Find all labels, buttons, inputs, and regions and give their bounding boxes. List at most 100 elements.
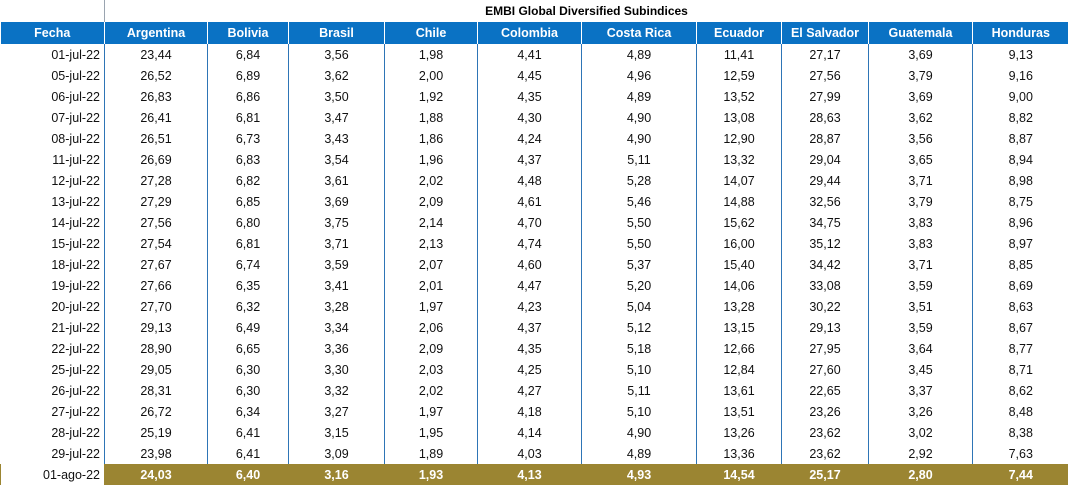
value-cell: 29,44 bbox=[781, 170, 869, 191]
table-row: 13-jul-22 27,29 6,85 3,69 2,09 4,61 5,46 14,88 3… bbox=[1, 191, 1068, 212]
value-cell: 4,93 bbox=[581, 464, 697, 485]
value-cell: 3,56 bbox=[288, 44, 385, 65]
value-cell: 6,73 bbox=[207, 128, 289, 149]
value-cell: 1,95 bbox=[384, 422, 478, 443]
value-cell: 35,12 bbox=[781, 233, 869, 254]
value-cell: 3,36 bbox=[288, 338, 385, 359]
value-cell: 4,47 bbox=[477, 275, 582, 296]
date-cell: 21-jul-22 bbox=[51, 320, 100, 335]
table-row: 08-jul-22 26,51 6,73 3,43 1,86 4,24 4,90 12,90 2… bbox=[1, 128, 1068, 149]
value-cell: 27,29 bbox=[104, 191, 208, 212]
value-cell: 5,50 bbox=[581, 212, 697, 233]
value-cell: 5,37 bbox=[581, 254, 697, 275]
column-header-honduras: Honduras bbox=[972, 22, 1068, 44]
value-cell: 3,75 bbox=[288, 212, 385, 233]
value-cell: 2,80 bbox=[868, 464, 973, 485]
table-row: 29-jul-22 23,98 6,41 3,09 1,89 4,03 4,89 13,36 2… bbox=[1, 443, 1068, 464]
value-cell: 33,08 bbox=[781, 275, 869, 296]
value-cell: 4,89 bbox=[581, 44, 697, 65]
column-header-ecuador: Ecuador bbox=[696, 22, 782, 44]
value-cell: 1,88 bbox=[384, 107, 478, 128]
column-header-chile: Chile bbox=[384, 22, 478, 44]
column-header-guatemala: Guatemala bbox=[868, 22, 973, 44]
value-cell: 6,81 bbox=[207, 233, 289, 254]
value-cell: 4,27 bbox=[477, 380, 582, 401]
column-header-costa-rica: Costa Rica bbox=[581, 22, 697, 44]
value-cell: 3,34 bbox=[288, 317, 385, 338]
value-cell: 32,56 bbox=[781, 191, 869, 212]
value-cell: 1,97 bbox=[384, 296, 478, 317]
value-cell: 5,10 bbox=[581, 401, 697, 422]
value-cell: 5,28 bbox=[581, 170, 697, 191]
value-cell: 4,89 bbox=[581, 443, 697, 464]
value-cell: 3,16 bbox=[288, 464, 385, 485]
value-cell: 27,67 bbox=[104, 254, 208, 275]
value-cell: 7,44 bbox=[972, 464, 1068, 485]
value-cell: 6,81 bbox=[207, 107, 289, 128]
value-cell: 4,61 bbox=[477, 191, 582, 212]
value-cell: 3,69 bbox=[288, 191, 385, 212]
date-cell: 25-jul-22 bbox=[51, 362, 100, 377]
value-cell: 13,52 bbox=[696, 86, 782, 107]
value-cell: 2,06 bbox=[384, 317, 478, 338]
value-cell: 1,93 bbox=[384, 464, 478, 485]
value-cell: 4,30 bbox=[477, 107, 582, 128]
value-cell: 3,45 bbox=[868, 359, 973, 380]
value-cell: 8,77 bbox=[972, 338, 1068, 359]
date-cell: 07-jul-22 bbox=[51, 110, 100, 125]
value-cell: 2,92 bbox=[868, 443, 973, 464]
value-cell: 2,03 bbox=[384, 359, 478, 380]
table-row: 11-jul-22 26,69 6,83 3,54 1,96 4,37 5,11 13,32 2… bbox=[1, 149, 1068, 170]
column-header-brasil: Brasil bbox=[288, 22, 385, 44]
value-cell: 28,63 bbox=[781, 107, 869, 128]
value-cell: 23,98 bbox=[104, 443, 208, 464]
value-cell: 29,13 bbox=[104, 317, 208, 338]
value-cell: 8,69 bbox=[972, 275, 1068, 296]
value-cell: 6,49 bbox=[207, 317, 289, 338]
value-cell: 6,83 bbox=[207, 149, 289, 170]
value-cell: 14,06 bbox=[696, 275, 782, 296]
value-cell: 3,64 bbox=[868, 338, 973, 359]
value-cell: 5,10 bbox=[581, 359, 697, 380]
value-cell: 4,37 bbox=[477, 149, 582, 170]
value-cell: 3,69 bbox=[868, 86, 973, 107]
value-cell: 5,11 bbox=[581, 380, 697, 401]
value-cell: 6,30 bbox=[207, 359, 289, 380]
table-row: 26-jul-22 28,31 6,30 3,32 2,02 4,27 5,11 13,61 2… bbox=[1, 380, 1068, 401]
value-cell: 4,35 bbox=[477, 86, 582, 107]
value-cell: 9,00 bbox=[972, 86, 1068, 107]
value-cell: 12,90 bbox=[696, 128, 782, 149]
date-cell: 01-jul-22 bbox=[51, 47, 100, 62]
value-cell: 6,89 bbox=[207, 65, 289, 86]
value-cell: 6,41 bbox=[207, 443, 289, 464]
value-cell: 12,59 bbox=[696, 65, 782, 86]
value-cell: 4,25 bbox=[477, 359, 582, 380]
value-cell: 5,12 bbox=[581, 317, 697, 338]
value-cell: 2,02 bbox=[384, 380, 478, 401]
table-supertitle: EMBI Global Diversified Subindices bbox=[104, 0, 1068, 22]
table-row: 20-jul-22 27,70 6,32 3,28 1,97 4,23 5,04 13,28 3… bbox=[1, 296, 1068, 317]
value-cell: 6,86 bbox=[207, 86, 289, 107]
value-cell: 2,09 bbox=[384, 191, 478, 212]
value-cell: 14,88 bbox=[696, 191, 782, 212]
table-body: 01-jul-22 23,44 6,84 3,56 1,98 4,41 4,89 11,41 2… bbox=[0, 44, 1068, 485]
value-cell: 8,96 bbox=[972, 212, 1068, 233]
value-cell: 23,62 bbox=[781, 443, 869, 464]
column-header-bolivia: Bolivia bbox=[207, 22, 289, 44]
table-row: 07-jul-22 26,41 6,81 3,47 1,88 4,30 4,90 13,08 2… bbox=[1, 107, 1068, 128]
value-cell: 3,79 bbox=[868, 65, 973, 86]
value-cell: 15,62 bbox=[696, 212, 782, 233]
date-cell: 19-jul-22 bbox=[51, 278, 100, 293]
value-cell: 4,90 bbox=[581, 107, 697, 128]
value-cell: 8,75 bbox=[972, 191, 1068, 212]
value-cell: 4,23 bbox=[477, 296, 582, 317]
value-cell: 3,32 bbox=[288, 380, 385, 401]
date-cell: 20-jul-22 bbox=[51, 299, 100, 314]
value-cell: 3,69 bbox=[868, 44, 973, 65]
value-cell: 26,41 bbox=[104, 107, 208, 128]
value-cell: 5,46 bbox=[581, 191, 697, 212]
date-cell: 01-ago-22 bbox=[0, 464, 105, 485]
value-cell: 3,79 bbox=[868, 191, 973, 212]
value-cell: 14,54 bbox=[696, 464, 782, 485]
value-cell: 13,28 bbox=[696, 296, 782, 317]
